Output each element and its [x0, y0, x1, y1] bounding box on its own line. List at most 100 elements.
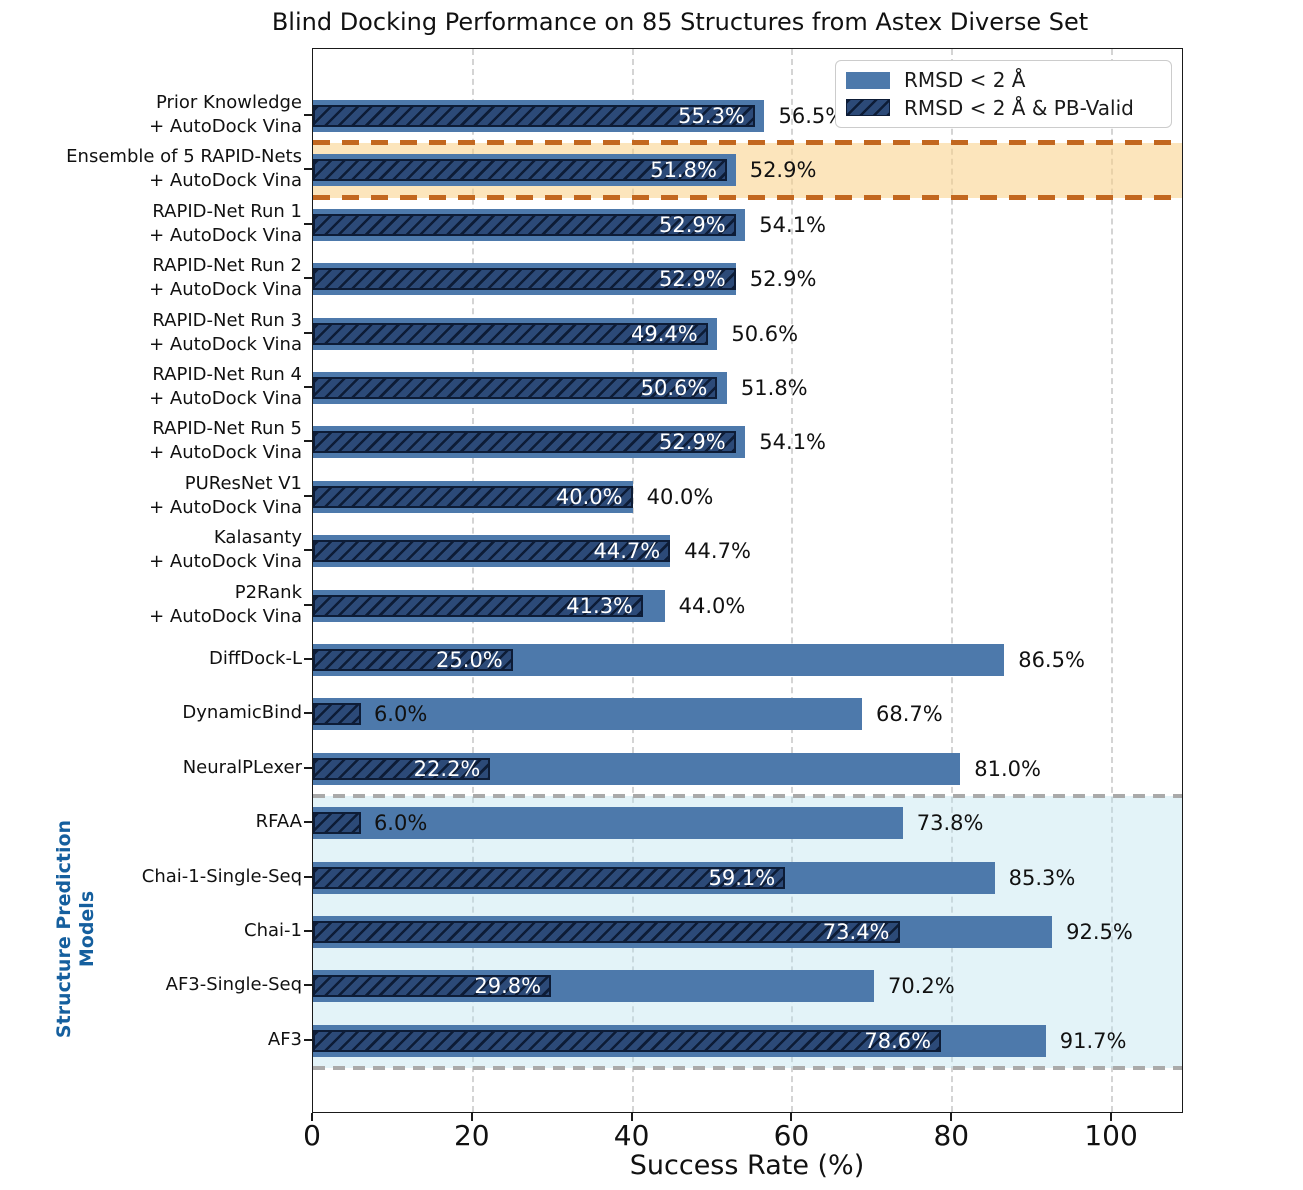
- x-tick-mark-20: [470, 1113, 473, 1121]
- category-label-row-17: AF3: [267, 1028, 302, 1050]
- pbvalid-value-label-row-10: 25.0%: [436, 648, 503, 672]
- y-tick-row-16: [304, 984, 312, 987]
- chart-title: Blind Docking Performance on 85 Structur…: [271, 8, 1089, 36]
- pbvalid-value-label-row-0: 55.3%: [678, 104, 745, 128]
- pbvalid-value-label-row-12: 22.2%: [413, 756, 481, 781]
- legend-item-rmsd2: RMSD < 2 Å: [846, 68, 1161, 92]
- y-tick-row-6: [304, 440, 312, 443]
- pbvalid-value-label-row-5: 50.6%: [640, 376, 708, 400]
- legend-label-rmsd2-pbvalid: RMSD < 2 Å & PB-Valid: [904, 95, 1134, 120]
- pbvalid-bar-row-11: [313, 703, 361, 726]
- pbvalid-value-label-row-11: 6.0%: [373, 702, 428, 727]
- y-tick-row-14: [304, 875, 312, 878]
- pbvalid-bar-row-0: [313, 105, 755, 127]
- y-tick-row-7: [304, 494, 312, 497]
- pbvalid-bar-row-7: [313, 485, 633, 508]
- pbvalid-value-label-row-14: 59.1%: [708, 865, 776, 890]
- total-value-label-row-12: 81.0%: [974, 756, 1041, 781]
- pbvalid-bar-row-13: [313, 812, 361, 835]
- pbvalid-value-label-row-7: 40.0%: [555, 484, 623, 509]
- total-value-label-row-16: 70.2%: [887, 974, 955, 999]
- total-value-label-row-8: 44.7%: [684, 539, 751, 564]
- gridline-40: [631, 49, 634, 1112]
- category-label-row-9: P2Rank + AutoDock Vina: [149, 581, 302, 627]
- y-tick-row-12: [304, 766, 312, 769]
- x-tick-mark-60: [790, 1113, 793, 1121]
- pbvalid-bar-row-12: [313, 757, 491, 780]
- total-value-label-row-7: 40.0%: [646, 484, 714, 509]
- category-label-row-14: Chai-1-Single-Seq: [141, 865, 302, 887]
- total-value-label-row-14: 85.3%: [1008, 865, 1076, 890]
- structure-prediction-highlight-border-bottom: [313, 1066, 1182, 1071]
- y-tick-row-8: [304, 549, 312, 552]
- pbvalid-value-label-row-8: 44.7%: [593, 539, 661, 564]
- plot-area: 55.3% 56.5% 51.8% 52.9% 52.9% 54.1% 52.9% 52.9%…: [312, 48, 1183, 1113]
- total-value-label-row-11: 68.7%: [875, 702, 943, 727]
- gridline-20: [471, 49, 474, 1112]
- total-value-label-row-0: 56.5%: [778, 104, 846, 128]
- total-value-label-row-3: 52.9%: [749, 267, 817, 292]
- total-value-label-row-17: 91.7%: [1059, 1028, 1127, 1053]
- category-label-row-1: Ensemble of 5 RAPID-Nets + AutoDock Vina: [66, 146, 302, 192]
- legend-label-rmsd2: RMSD < 2 Å: [904, 68, 1026, 93]
- category-label-row-15: Chai-1: [244, 920, 302, 941]
- total-value-label-row-6: 54.1%: [759, 430, 827, 455]
- category-label-row-6: RAPID-Net Run 5 + AutoDock Vina: [149, 418, 302, 464]
- x-tick-label-20: 20: [453, 1119, 490, 1152]
- total-value-label-row-2: 54.1%: [759, 212, 827, 237]
- total-value-label-row-13: 73.8%: [916, 811, 984, 836]
- pbvalid-bar-row-15: [313, 921, 900, 943]
- gridline-100: [1111, 49, 1114, 1112]
- legend-solid-swatch-icon: [846, 71, 890, 89]
- pbvalid-bar-row-4: [313, 322, 708, 345]
- structure-prediction-highlight-border-top: [313, 793, 1182, 798]
- x-tick-mark-100: [1110, 1113, 1113, 1121]
- y-tick-row-15: [304, 930, 312, 932]
- pbvalid-bar-row-3: [313, 268, 736, 291]
- x-tick-label-60: 60: [773, 1119, 810, 1152]
- x-tick-mark-80: [950, 1113, 953, 1121]
- ensemble-highlight-border-bottom: [313, 195, 1182, 201]
- pbvalid-value-label-row-9: 41.3%: [566, 593, 634, 618]
- y-tick-row-1: [304, 168, 312, 171]
- category-label-row-10: DiffDock-L: [209, 648, 302, 669]
- pbvalid-value-label-row-15: 73.4%: [822, 920, 890, 944]
- y-tick-row-3: [304, 277, 312, 280]
- pbvalid-bar-row-9: [313, 594, 644, 617]
- pbvalid-value-label-row-16: 29.8%: [474, 974, 542, 999]
- category-label-row-12: NeuralPLexer: [182, 756, 302, 778]
- category-label-row-13: RFAA: [255, 811, 302, 833]
- category-label-row-11: DynamicBind: [182, 702, 302, 724]
- category-label-row-5: RAPID-Net Run 4 + AutoDock Vina: [149, 364, 302, 409]
- legend-item-rmsd2-pbvalid: RMSD < 2 Å & PB-Valid: [846, 96, 1161, 120]
- total-value-label-row-9: 44.0%: [678, 593, 746, 618]
- pbvalid-value-label-row-17: 78.6%: [864, 1028, 932, 1053]
- pbvalid-value-label-row-6: 52.9%: [658, 430, 726, 455]
- x-tick-label-40: 40: [613, 1119, 650, 1152]
- legend: RMSD < 2 Å RMSD < 2 Å & PB-Valid: [835, 60, 1172, 128]
- x-tick-label-80: 80: [933, 1119, 970, 1152]
- pbvalid-value-label-row-1: 51.8%: [650, 158, 717, 183]
- y-tick-row-4: [304, 331, 312, 334]
- pbvalid-value-label-row-4: 49.4%: [631, 321, 698, 346]
- y-tick-row-11: [304, 712, 312, 715]
- y-tick-row-17: [304, 1038, 312, 1041]
- total-value-label-row-4: 50.6%: [731, 321, 799, 346]
- y-tick-row-10: [304, 658, 312, 660]
- pbvalid-bar-row-2: [313, 213, 736, 236]
- y-tick-row-2: [304, 222, 312, 225]
- pbvalid-bar-row-10: [313, 649, 513, 671]
- y-tick-row-0: [304, 114, 312, 116]
- category-label-row-16: AF3-Single-Seq: [165, 974, 302, 996]
- x-tick-label-0: 0: [303, 1119, 321, 1152]
- category-label-row-7: PUResNet V1 + AutoDock Vina: [149, 472, 302, 518]
- y-tick-row-9: [304, 603, 312, 606]
- total-bar-row-13: [313, 807, 903, 840]
- total-value-label-row-1: 52.9%: [749, 158, 817, 183]
- pbvalid-bar-row-6: [313, 431, 736, 454]
- y-tick-row-13: [304, 821, 312, 824]
- x-tick-label-100: 100: [1084, 1119, 1138, 1152]
- y-tick-row-5: [304, 386, 312, 388]
- pbvalid-value-label-row-2: 52.9%: [658, 212, 726, 237]
